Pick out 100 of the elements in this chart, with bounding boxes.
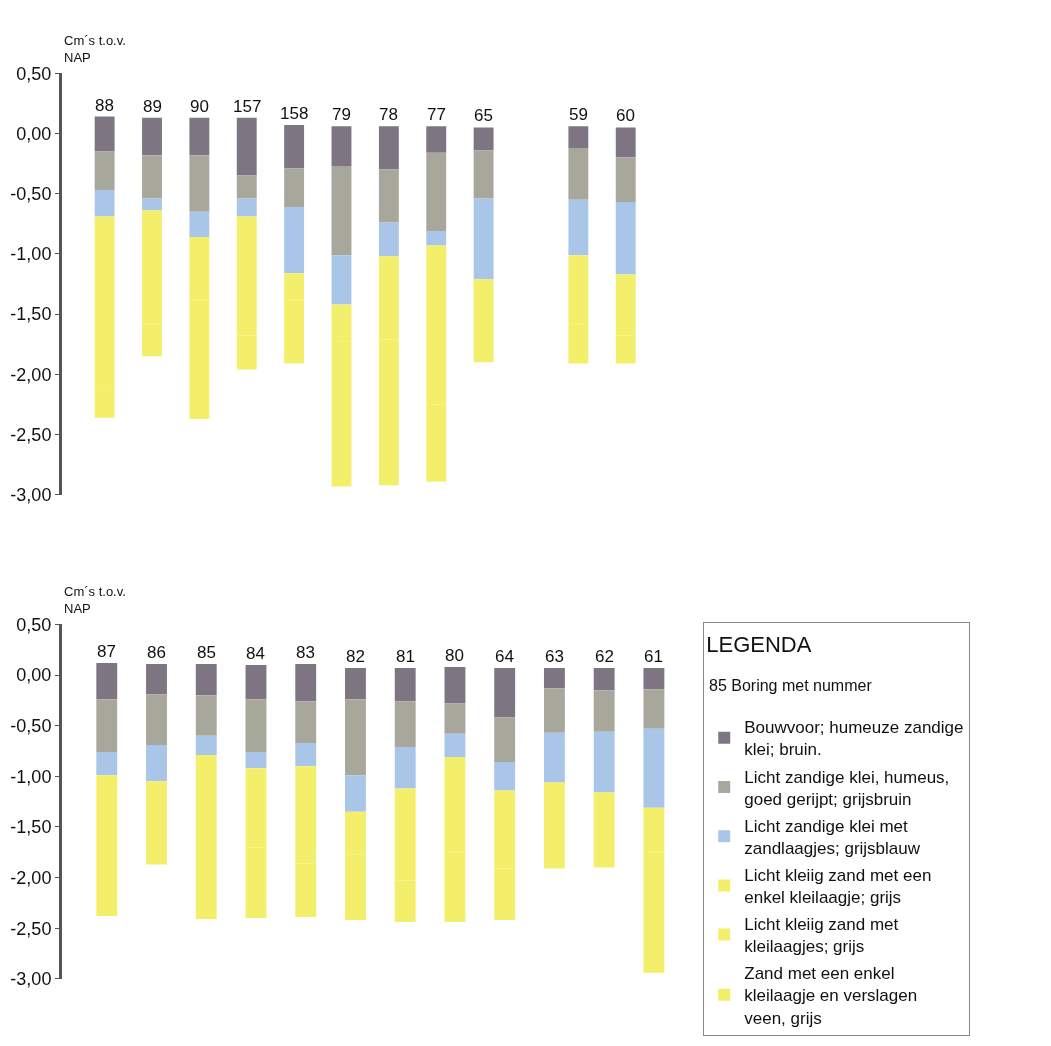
bar [189,155,210,212]
y-tick-label: 0,50 [16,614,52,635]
bar [394,667,416,702]
bar [378,169,399,223]
bar [593,731,615,793]
bar [643,667,665,690]
bar [295,663,317,702]
category-label: 63 [545,647,564,666]
category-label: 59 [569,105,588,124]
category-label: 65 [474,106,493,125]
bar [236,175,257,199]
bar [494,717,516,763]
y-tick-label: 0,50 [16,63,52,84]
bar [494,667,516,718]
legend-label: Licht zandige klei met zandlaagjes; grijsblauw [744,816,921,858]
bar [444,703,466,734]
bar [295,742,317,767]
legend-label: Licht kleiig zand met een enkel kleilaagje; grijs [744,865,932,908]
category-label: 158 [280,104,309,123]
bar [96,699,118,752]
y-tick-label: -2,50 [10,918,52,939]
bar [245,664,267,700]
bar [473,198,494,280]
bar [568,147,589,200]
legend-title: LEGENDA [706,632,812,657]
bar [643,689,665,729]
bar [245,699,267,752]
bar [331,255,352,305]
y-axis-title: Cm´s t.o.v. NAP [64,33,126,65]
bar [189,117,210,156]
category-label: 157 [233,97,262,116]
bar [593,667,615,691]
bar [245,752,267,769]
bar [394,701,416,747]
bar [615,127,636,158]
bar [543,667,565,689]
y-tick-label: -3,00 [10,485,52,506]
bar [146,663,167,695]
bar [146,744,167,782]
bar [195,663,217,696]
bar [189,211,210,238]
bar [331,165,352,256]
bar [284,168,305,207]
category-label: 86 [147,643,166,662]
bar [142,117,162,156]
category-label: 79 [332,105,351,124]
legend-label: Bouwvoor; humeuze zandige klei; bruin. [744,718,964,760]
legend-label: Licht zandige klei, humeus, goed gerijpt; grijsbruin [744,767,950,809]
y-tick-label: -1,50 [10,817,52,838]
y-tick-label: -1,00 [10,766,52,787]
category-label: 85 [197,643,216,662]
bar [593,690,615,732]
category-label: 81 [396,647,415,666]
bar [568,199,589,256]
bar [426,152,447,232]
y-tick-label: -2,00 [10,867,52,888]
y-tick-label: -0,50 [10,183,52,204]
y-tick-label: -0,50 [10,715,52,736]
bar [195,695,217,736]
category-label: 87 [97,642,116,661]
category-label: 64 [495,647,514,666]
bar [473,127,494,151]
category-label: 78 [379,105,398,124]
y-tick-label: -2,00 [10,364,52,385]
category-label: 88 [95,96,114,115]
text: 85 Boring met nummer [709,677,873,694]
bar [473,279,494,363]
category-label: 62 [595,647,614,666]
bar [444,666,466,704]
bar [331,126,352,166]
bar [236,117,257,176]
bar [394,746,416,789]
category-label: 82 [346,647,365,666]
category-label: 60 [616,106,635,125]
y-tick-label: 0,00 [16,665,52,686]
legend-label: Licht kleiig zand met kleilaagjes; grijs [744,915,899,957]
bar [295,701,317,743]
bar [146,694,167,745]
bar [543,732,565,783]
category-label: 89 [143,97,162,116]
bar [378,222,399,257]
bar [94,116,115,152]
y-tick-label: -1,00 [10,244,52,265]
bar [473,150,494,199]
bar [615,157,636,203]
bar [494,762,516,791]
bar [345,775,366,812]
bar [426,126,447,153]
bar [378,126,399,170]
bar [615,202,636,275]
bar [345,667,366,700]
category-label: 80 [445,646,464,665]
bar [94,190,115,217]
bar [146,781,167,865]
bar [426,231,447,246]
legend-label: Zand met een enkel kleilaagje en verslagen veen, grijs [744,964,918,1028]
bar [236,198,257,217]
bar [195,735,217,756]
category-label: 77 [427,105,446,124]
bar [96,662,118,700]
